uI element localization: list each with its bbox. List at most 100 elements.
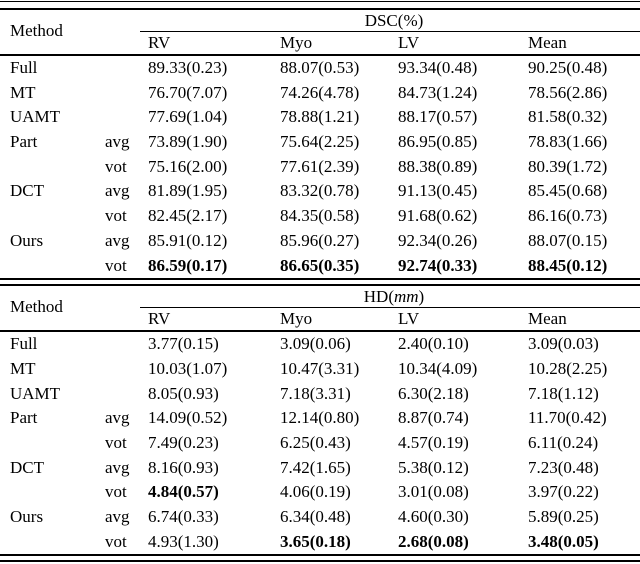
value-cell-rv: 85.91(0.12): [148, 230, 228, 250]
value-cell-myo: 4.06(0.19): [280, 482, 351, 502]
value-cell-myo: 3.65(0.18): [280, 531, 351, 551]
method-cell: Ours: [10, 230, 44, 250]
sub-method-cell: vot: [105, 531, 127, 551]
value-cell-myo: 83.32(0.78): [280, 181, 360, 201]
value-cell-mean: 90.25(0.48): [528, 58, 608, 77]
sub-method-cell: avg: [105, 507, 130, 526]
value-cell-rv: 3.77(0.15): [148, 334, 219, 354]
method-cell: [0, 155, 105, 180]
value-cell-myo: 7.42(1.65): [280, 457, 351, 477]
hd-group-suffix: ): [418, 287, 425, 307]
value-cell-mean: 3.97(0.22): [528, 482, 599, 502]
value-cell-myo: 6.34(0.48): [280, 507, 351, 526]
value-cell-rv: 73.89(1.90): [148, 132, 228, 152]
value-cell-mean: 7.18(1.12): [528, 383, 599, 403]
value-cell-lv: 86.95(0.85): [398, 132, 478, 152]
value-cell-rv: 10.03(1.07): [148, 358, 228, 378]
value-cell-lv: 6.30(2.18): [398, 383, 469, 403]
value-cell-rv: 7.49(0.23): [148, 432, 219, 452]
value-cell-lv: 93.34(0.48): [398, 58, 478, 77]
sub-method-cell: [105, 357, 148, 382]
hd-group-header: HD(mm): [140, 286, 640, 309]
sub-method-cell: avg: [105, 408, 130, 428]
value-cell-mean: 10.28(2.25): [528, 358, 608, 378]
method-cell: MT: [10, 358, 36, 378]
value-cell-mean: 78.56(2.86): [528, 82, 608, 102]
value-cell-lv: 91.68(0.62): [398, 206, 478, 226]
dsc-table-body: Full 89.33(0.23) 88.07(0.53) 93.34(0.48)…: [0, 56, 640, 278]
hd-table-top-rule: [0, 284, 640, 287]
value-cell-myo: 74.26(4.78): [280, 82, 360, 102]
dsc-group-suffix: ): [417, 11, 424, 30]
method-cell: Full: [10, 334, 38, 354]
value-cell-mean: 88.07(0.15): [528, 230, 608, 250]
sub-method-cell: vot: [105, 206, 127, 226]
value-cell-lv: 8.87(0.74): [398, 408, 469, 428]
hd-table-bottom-rule-outer: [0, 560, 640, 563]
dsc-method-header: Method: [10, 20, 63, 40]
value-cell-lv: 91.13(0.45): [398, 181, 478, 201]
value-cell-lv: 84.73(1.24): [398, 82, 478, 102]
dsc-table-bottom-rule: [0, 278, 640, 281]
value-cell-rv: 82.45(2.17): [148, 206, 228, 226]
sub-method-cell: [105, 56, 148, 81]
method-cell: Ours: [10, 507, 44, 526]
hd-table-bottom-rule-inner: [0, 554, 640, 557]
sub-method-cell: vot: [105, 156, 127, 176]
value-cell-myo: 86.65(0.35): [280, 255, 360, 275]
sub-method-cell: vot: [105, 255, 127, 275]
hd-method-header: Method: [10, 296, 63, 316]
dsc-col-header-myo: Myo: [280, 33, 313, 52]
value-cell-myo: 10.47(3.31): [280, 358, 360, 378]
hd-group-prefix: HD(: [363, 287, 394, 307]
value-cell-rv: 86.59(0.17): [148, 255, 228, 275]
value-cell-mean: 88.45(0.12): [528, 255, 608, 275]
dsc-group-unit: %: [403, 11, 418, 30]
method-cell: [0, 431, 105, 456]
method-cell: MT: [10, 82, 36, 102]
value-cell-mean: 3.09(0.03): [528, 334, 599, 354]
value-cell-myo: 12.14(0.80): [280, 408, 360, 428]
sub-method-cell: avg: [105, 230, 130, 250]
dsc-col-header-lv: LV: [398, 33, 420, 52]
value-cell-rv: 8.16(0.93): [148, 457, 219, 477]
sub-method-cell: [105, 382, 148, 407]
value-cell-rv: 4.84(0.57): [148, 482, 219, 502]
sub-method-cell: vot: [105, 482, 127, 502]
value-cell-rv: 14.09(0.52): [148, 408, 228, 428]
value-cell-lv: 92.34(0.26): [398, 230, 478, 250]
method-cell: [0, 254, 105, 279]
method-cell: Part: [10, 132, 38, 152]
value-cell-lv: 4.57(0.19): [398, 432, 469, 452]
method-cell: [0, 530, 105, 555]
value-cell-lv: 2.68(0.08): [398, 531, 469, 551]
dsc-col-header-rv: RV: [148, 33, 171, 52]
value-cell-myo: 7.18(3.31): [280, 383, 351, 403]
dsc-group-prefix: DSC(: [364, 11, 404, 30]
hd-col-header-myo: Myo: [280, 309, 313, 329]
method-cell: Full: [10, 58, 38, 77]
value-cell-mean: 85.45(0.68): [528, 181, 608, 201]
hd-header-rule: [0, 330, 640, 333]
value-cell-rv: 8.05(0.93): [148, 383, 219, 403]
value-cell-lv: 92.74(0.33): [398, 255, 478, 275]
value-cell-myo: 3.09(0.06): [280, 334, 351, 354]
value-cell-mean: 5.89(0.25): [528, 507, 599, 526]
value-cell-myo: 77.61(2.39): [280, 156, 360, 176]
value-cell-rv: 4.93(1.30): [148, 531, 219, 551]
method-cell: [0, 204, 105, 229]
hd-col-header-rv: RV: [148, 309, 171, 329]
method-cell: UAMT: [10, 107, 61, 127]
sub-method-cell: avg: [105, 132, 130, 152]
hd-col-header-lv: LV: [398, 309, 420, 329]
hd-table-body: Full 3.77(0.15) 3.09(0.06) 2.40(0.10) 3.…: [0, 332, 640, 554]
dsc-col-header-mean: Mean: [528, 33, 567, 52]
value-cell-myo: 75.64(2.25): [280, 132, 360, 152]
value-cell-mean: 86.16(0.73): [528, 206, 608, 226]
value-cell-rv: 75.16(2.00): [148, 156, 228, 176]
value-cell-mean: 81.58(0.32): [528, 107, 608, 127]
sub-method-cell: vot: [105, 432, 127, 452]
sub-method-cell: [105, 332, 148, 357]
method-cell: UAMT: [10, 383, 61, 403]
